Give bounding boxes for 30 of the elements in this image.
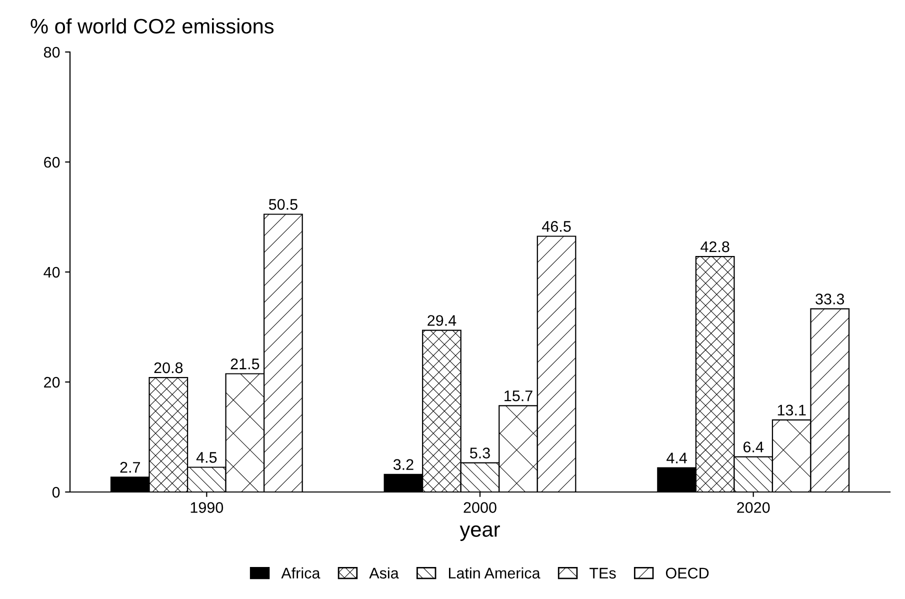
data-label: 42.8 — [700, 241, 730, 252]
y-tick-label: 40 — [44, 266, 60, 278]
x-axis-title: year — [460, 525, 500, 541]
x-tick-label: 2020 — [737, 502, 770, 513]
data-label: 5.3 — [470, 448, 490, 458]
data-label: 50.5 — [268, 199, 298, 210]
data-label: 4.4 — [666, 452, 687, 464]
data-label: 33.3 — [816, 294, 844, 304]
data-label: 21.5 — [230, 358, 260, 370]
data-label: 29.4 — [428, 315, 456, 326]
data-label: 46.5 — [542, 221, 571, 232]
data-label: 3.2 — [393, 459, 414, 470]
x-tick-label: 1990 — [190, 502, 224, 513]
legend-label: OECD — [666, 568, 709, 579]
y-tick-label: 20 — [44, 376, 60, 388]
data-label: 15.7 — [504, 390, 532, 402]
legend-label: Africa — [281, 567, 320, 579]
legend-label: TEs — [590, 568, 616, 579]
data-label: 2.7 — [120, 462, 140, 473]
data-label: 6.4 — [743, 442, 764, 452]
y-tick-label: 0 — [52, 486, 60, 498]
y-axis-title: % of world CO2 emissions — [30, 18, 274, 34]
data-label: 4.5 — [196, 452, 217, 463]
legend-label: Latin America — [448, 567, 540, 579]
data-label: 20.8 — [154, 362, 183, 374]
data-label: 13.1 — [778, 404, 806, 416]
y-tick-label: 80 — [44, 46, 60, 58]
y-tick-label: 60 — [44, 156, 60, 168]
x-tick-label: 2000 — [464, 502, 496, 513]
legend-label: Asia — [369, 567, 399, 579]
